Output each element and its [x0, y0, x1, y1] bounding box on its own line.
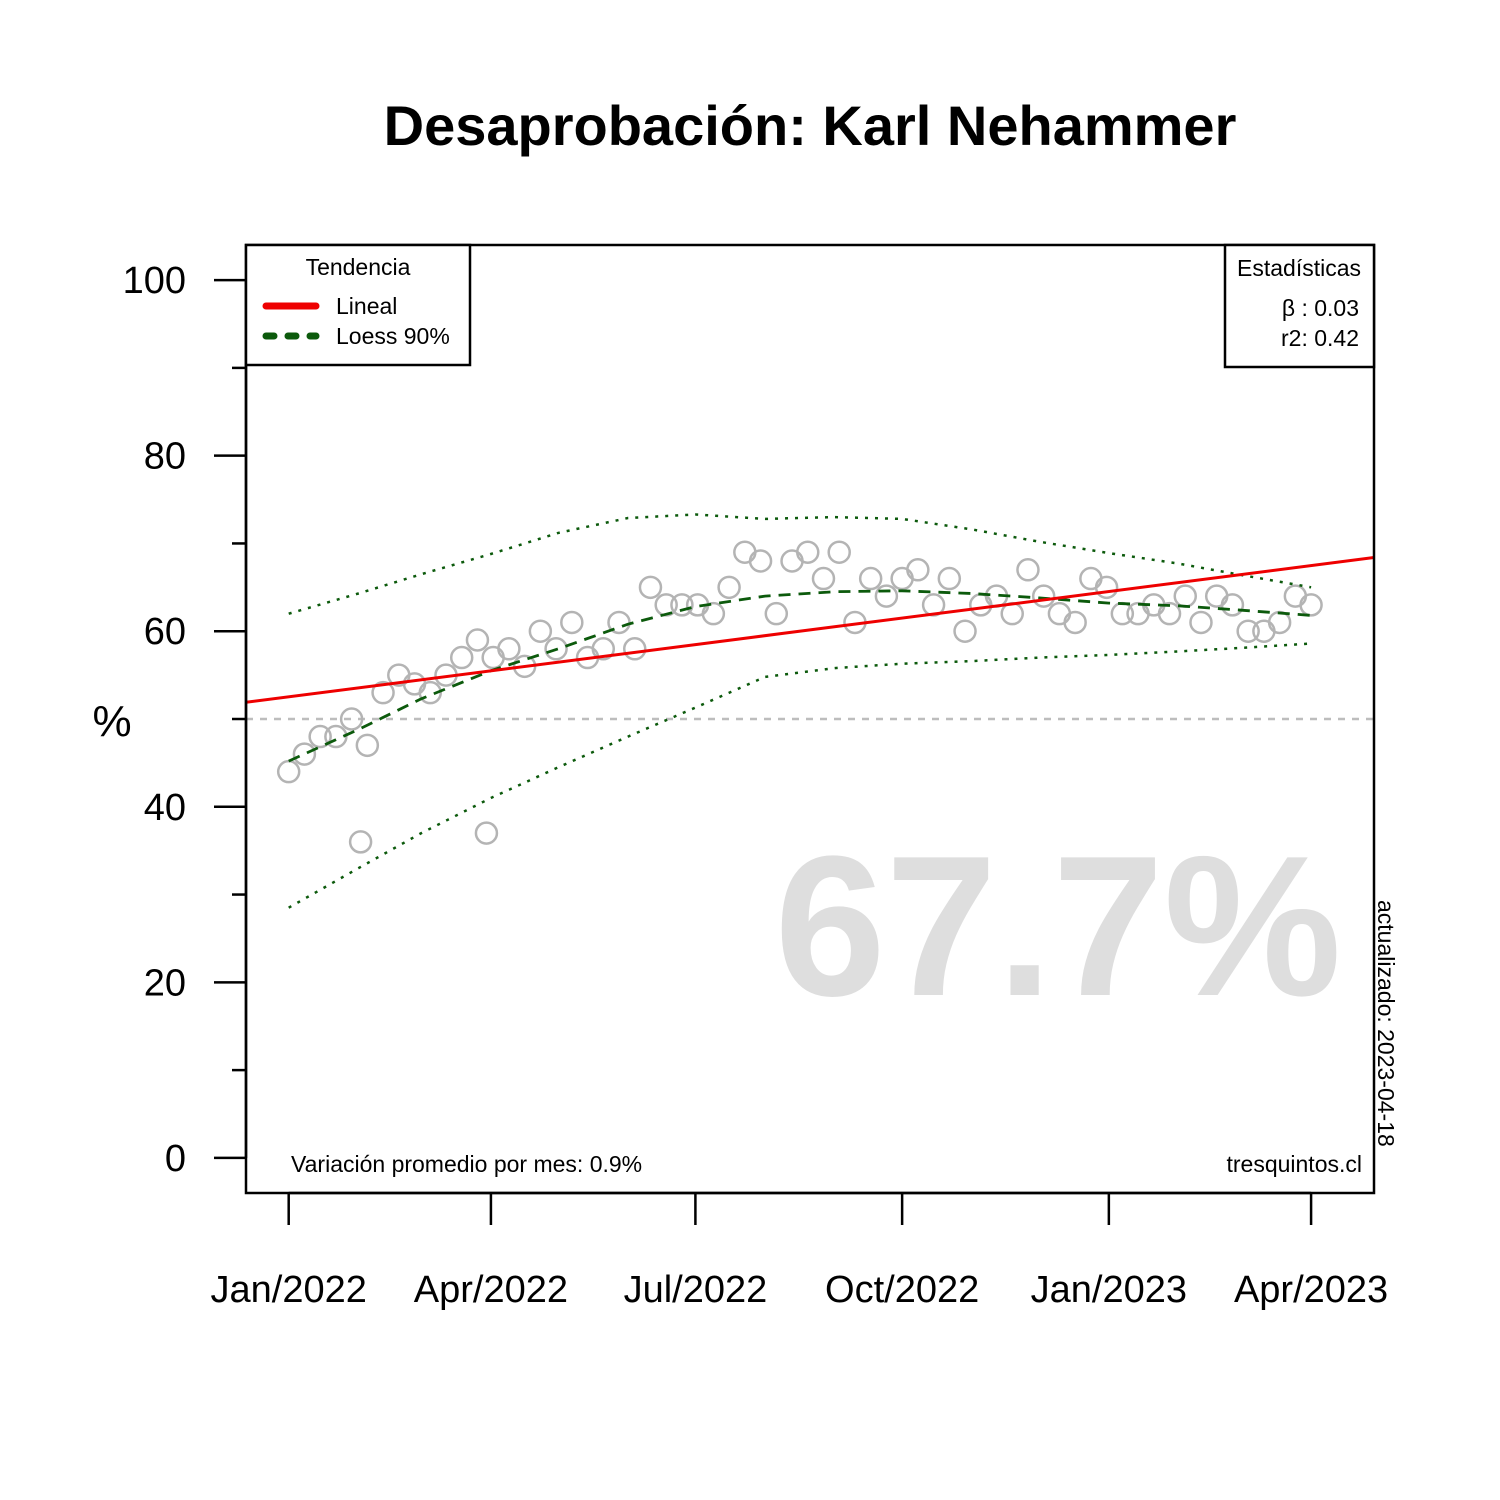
data-point-49 [1016, 558, 1040, 582]
data-point-6 [355, 733, 380, 758]
data-point-64 [1252, 619, 1276, 643]
data-points [276, 540, 1323, 854]
data-point-16 [497, 637, 521, 661]
y-tick-label-80: 80 [144, 436, 186, 478]
legend-tendencia-title: Tendencia [306, 254, 411, 280]
data-point-39 [858, 566, 883, 591]
data-point-22 [591, 637, 616, 661]
data-point-44 [937, 566, 962, 591]
data-point-62 [1220, 593, 1245, 617]
data-point-4 [339, 707, 364, 731]
y-axis: 0 20 40 60 80 100 [123, 260, 248, 1180]
data-point-66 [1283, 584, 1308, 608]
data-point-32 [748, 549, 773, 573]
data-point-60 [1189, 610, 1213, 635]
data-point-67 [1299, 593, 1323, 617]
data-point-31 [733, 540, 757, 564]
data-point-59 [1173, 584, 1198, 608]
data-point-58 [1157, 601, 1182, 626]
data-point-54 [1094, 575, 1119, 600]
data-point-15 [481, 645, 505, 670]
chart-title: Desaprobación: Karl Nehammer [384, 94, 1237, 157]
updated-date-note: actualizado: 2023-04-18 [1373, 900, 1399, 1147]
data-point-33 [764, 601, 789, 626]
data-point-29 [701, 601, 726, 626]
data-point-35 [796, 540, 820, 564]
x-tick-label-1: Apr/2022 [414, 1269, 568, 1311]
data-point-46 [969, 593, 993, 617]
legend-linear-label: Lineal [336, 293, 397, 319]
legend-tendencia: Tendencia Lineal Loess 90% [244, 243, 472, 367]
data-point-10 [418, 680, 443, 705]
data-point-1 [292, 742, 317, 766]
x-tick-label-3: Oct/2022 [825, 1269, 979, 1311]
loess-lower-band [288, 642, 1312, 909]
data-point-14 [474, 821, 499, 845]
loess-layer [288, 513, 1312, 909]
x-tick-label-4: Jan/2023 [1031, 1269, 1187, 1311]
stat-r2: r2: 0.42 [1281, 325, 1359, 351]
data-point-24 [622, 637, 647, 661]
y-tick-label-60: 60 [144, 611, 186, 653]
x-axis: Jan/2022 Apr/2022 Jul/2022 Oct/2022 Jan/2023… [211, 1191, 1388, 1311]
data-point-41 [890, 566, 914, 591]
current-value-watermark: 67.7% [774, 815, 1341, 1038]
data-point-45 [953, 619, 977, 643]
y-tick-label-0: 0 [165, 1138, 186, 1180]
y-tick-label-100: 100 [123, 260, 186, 302]
data-point-56 [1126, 601, 1150, 626]
legend-stats: Estadísticas β : 0.03 r2: 0.42 [1223, 243, 1376, 369]
data-point-65 [1267, 610, 1292, 635]
loess-curve [288, 589, 1312, 763]
data-point-12 [449, 645, 474, 670]
data-point-19 [544, 637, 568, 661]
legend-stats-title: Estadísticas [1237, 255, 1361, 281]
linear-trend-line [246, 556, 1374, 704]
data-point-53 [1079, 566, 1103, 591]
x-tick-label-2: Jul/2022 [624, 1269, 768, 1311]
data-point-13 [465, 628, 490, 652]
linear-trend-layer [246, 556, 1374, 704]
data-point-63 [1236, 619, 1260, 643]
x-tick-label-0: Jan/2022 [211, 1269, 367, 1311]
data-point-50 [1031, 584, 1056, 608]
loess-upper-band [288, 513, 1312, 615]
x-tick-label-5: Apr/2023 [1234, 1269, 1388, 1311]
legend-loess-label: Loess 90% [336, 323, 450, 349]
data-point-20 [560, 610, 584, 635]
source-credit: tresquintos.cl [1226, 1151, 1362, 1177]
data-point-25 [638, 575, 663, 600]
data-point-52 [1063, 610, 1087, 635]
data-point-30 [717, 575, 741, 600]
monthly-variation-note: Variación promedio por mes: 0.9% [291, 1151, 642, 1177]
data-point-27 [670, 593, 694, 617]
data-point-40 [874, 584, 899, 608]
y-tick-label-40: 40 [144, 787, 186, 829]
data-point-37 [827, 540, 851, 564]
stat-beta: β : 0.03 [1282, 295, 1359, 321]
data-point-3 [324, 724, 348, 749]
legend-stats-box [1223, 243, 1376, 369]
data-point-34 [780, 549, 804, 573]
y-axis-label: % [92, 697, 131, 746]
data-point-36 [811, 566, 836, 591]
data-point-2 [308, 724, 332, 749]
data-point-7 [371, 680, 395, 705]
data-point-51 [1047, 601, 1072, 626]
data-point-18 [528, 619, 553, 643]
data-point-61 [1204, 584, 1229, 608]
data-point-5 [348, 830, 373, 854]
y-tick-label-20: 20 [144, 962, 186, 1004]
data-point-9 [402, 672, 427, 696]
data-point-42 [906, 558, 930, 582]
data-point-0 [276, 759, 301, 784]
